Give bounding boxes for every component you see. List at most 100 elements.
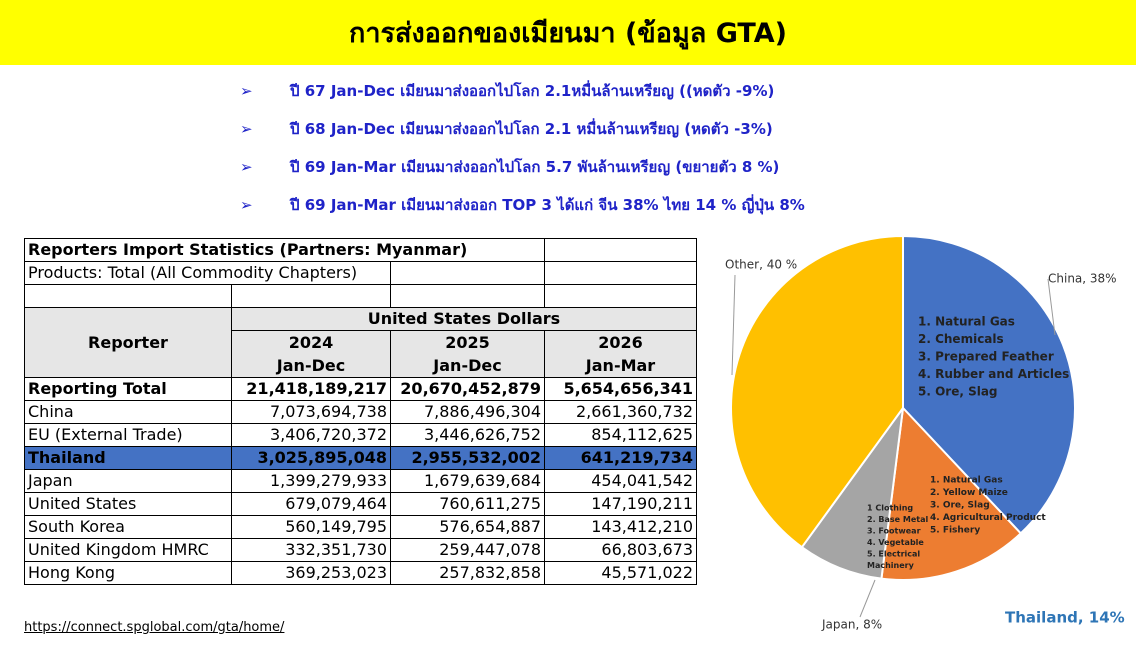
table-row: Hong Kong 369,253,023 257,832,858 45,571,02… <box>24 561 697 585</box>
table-row: Thailand 3,025,895,048 2,955,532,002 641,21… <box>24 446 697 470</box>
value-cell: 20,670,452,879 <box>390 377 545 401</box>
table-row: South Korea 560,149,795 576,654,887 143,412… <box>24 515 697 539</box>
reporter-header: Reporter <box>24 307 232 378</box>
value-cell: 854,112,625 <box>544 423 697 447</box>
table-row: Japan 1,399,279,933 1,679,639,684 454,041,5… <box>24 469 697 493</box>
bullet-text: ปี 69 Jan-Mar เมียนมาส่งออก TOP 3 ได้แก่… <box>290 196 805 214</box>
reporter-cell: Hong Kong <box>24 561 232 585</box>
header-title: การส่งออกของเมียนมา (ข้อมูล GTA) <box>0 0 1136 65</box>
bullet-text: ปี 68 Jan-Dec เมียนมาส่งออกไปโลก 2.1 หมื… <box>290 120 773 138</box>
value-cell: 7,073,694,738 <box>231 400 391 424</box>
bullet: ➢ ปี 69 Jan-Mar เมียนมาส่งออก TOP 3 ได้แก… <box>240 193 805 217</box>
value-cell: 7,886,496,304 <box>390 400 545 424</box>
table-row: Products: Total (All Commodity Chapters) <box>24 261 697 285</box>
slice-note: 5. Fishery <box>930 526 980 536</box>
value-cell: 2,955,532,002 <box>390 446 545 470</box>
column-header-line: 2025 <box>445 333 490 352</box>
reporter-cell: EU (External Trade) <box>24 423 232 447</box>
slice-note: 4. Rubber and Articles <box>918 367 1069 381</box>
column-header-line: Jan-Dec <box>433 356 502 375</box>
cell <box>544 261 697 285</box>
slice-note: 2. Yellow Maize <box>930 488 1008 498</box>
slice-note: 1 Clothing <box>867 504 913 513</box>
column-header: 2025 Jan-Dec <box>390 330 545 378</box>
source-link[interactable]: https://connect.spglobal.com/gta/home/ <box>24 620 285 635</box>
bullet-arrow: ➢ <box>240 196 253 214</box>
value-cell: 257,832,858 <box>390 561 545 585</box>
value-cell: 679,079,464 <box>231 492 391 516</box>
value-cell: 369,253,023 <box>231 561 391 585</box>
value-cell: 5,654,656,341 <box>544 377 697 401</box>
value-cell: 1,399,279,933 <box>231 469 391 493</box>
slice-note: Machinery <box>867 561 915 570</box>
column-header: 2026 Jan-Mar <box>544 330 697 378</box>
leader-line <box>859 579 876 618</box>
reporter-cell: Reporting Total <box>24 377 232 401</box>
value-cell: 21,418,189,217 <box>231 377 391 401</box>
value-cell: 3,446,626,752 <box>390 423 545 447</box>
slice-note: 1. Natural Gas <box>930 476 1003 486</box>
bullet: ➢ ปี 68 Jan-Dec เมียนมาส่งออกไปโลก 2.1 หม… <box>240 117 773 141</box>
table-row: Reporting Total 21,418,189,217 20,670,452,… <box>24 377 697 401</box>
column-header-line: Jan-Dec <box>276 356 346 375</box>
table-row: China 7,073,694,738 7,886,496,304 2,661,360… <box>24 400 697 424</box>
slice-note: 5. Electrical <box>867 550 920 559</box>
reporter-cell: Japan <box>24 469 232 493</box>
slice-label: China, 38% <box>1048 272 1117 286</box>
value-cell: 147,190,211 <box>544 492 697 516</box>
unit-header: United States Dollars <box>231 307 697 331</box>
pie-slice <box>880 405 1023 581</box>
cell <box>24 284 232 308</box>
slice-note: 3. Ore, Slag <box>930 501 990 511</box>
reporter-cell: China <box>24 400 232 424</box>
pie-slice <box>730 234 904 549</box>
value-cell: 1,679,639,684 <box>390 469 545 493</box>
column-header-line: 2026 <box>598 333 643 352</box>
value-cell: 2,661,360,732 <box>544 400 697 424</box>
value-cell: 454,041,542 <box>544 469 697 493</box>
slice-note: 2. Chemicals <box>918 332 1004 346</box>
bullet-text: ปี 67 Jan-Dec เมียนมาส่งออกไปโลก 2.1หมื่… <box>290 82 775 100</box>
value-cell: 3,025,895,048 <box>231 446 391 470</box>
slice-note: 3. Footwear <box>867 527 921 536</box>
cell <box>390 261 545 285</box>
reporter-cell: United Kingdom HMRC <box>24 538 232 562</box>
slice-note: 2. Base Metal <box>867 515 928 524</box>
slice-note: 3. Prepared Feather <box>918 350 1054 364</box>
data-table: Reporters Import Statistics (Partners: M… <box>24 238 697 585</box>
bullet: ➢ ปี 69 Jan-Mar เมียนมาส่งออกไปโลก 5.7 พั… <box>240 155 779 179</box>
reporter-cell: South Korea <box>24 515 232 539</box>
value-cell: 332,351,730 <box>231 538 391 562</box>
value-cell: 66,803,673 <box>544 538 697 562</box>
bullet-arrow: ➢ <box>240 82 253 100</box>
table-row: Reporter United States Dollars <box>24 307 697 378</box>
slice-label: Thailand, 14% <box>1005 609 1125 627</box>
pie-chart: China, 38% Thailand, 14% Japan, 8% Other, 4… <box>725 234 1125 632</box>
table-row: 2024 Jan-Dec 2025 Jan-Dec 2026 Jan-Mar <box>25 330 697 378</box>
table-row <box>24 284 697 308</box>
leader-line <box>731 274 736 376</box>
value-cell: 760,611,275 <box>390 492 545 516</box>
table-row: EU (External Trade) 3,406,720,372 3,446,62… <box>24 423 697 447</box>
slice-note: 4. Agricultural Product <box>930 513 1046 523</box>
bullet-arrow: ➢ <box>240 120 253 138</box>
value-cell: 576,654,887 <box>390 515 545 539</box>
cell <box>390 284 545 308</box>
column-header-line: Jan-Mar <box>585 356 656 375</box>
table-row: United States 679,079,464 760,611,275 147,1… <box>24 492 697 516</box>
slice-label: Other, 40 % <box>725 258 797 272</box>
slice-label: Japan, 8% <box>821 618 882 632</box>
cell <box>231 284 391 308</box>
pie-slice <box>902 234 1076 535</box>
table-row: Reporters Import Statistics (Partners: M… <box>24 238 697 262</box>
column-header-line: 2024 <box>288 333 334 352</box>
slice-note: 1. Natural Gas <box>918 315 1015 329</box>
table-row: United Kingdom HMRC 332,351,730 259,447,07… <box>24 538 697 562</box>
bullet-arrow: ➢ <box>240 158 253 176</box>
value-cell: 3,406,720,372 <box>231 423 391 447</box>
table-title: Reporters Import Statistics (Partners: M… <box>24 238 545 262</box>
leader-line <box>1047 278 1056 336</box>
reporter-cell: Thailand <box>24 446 232 470</box>
table-subtitle: Products: Total (All Commodity Chapters) <box>24 261 391 285</box>
